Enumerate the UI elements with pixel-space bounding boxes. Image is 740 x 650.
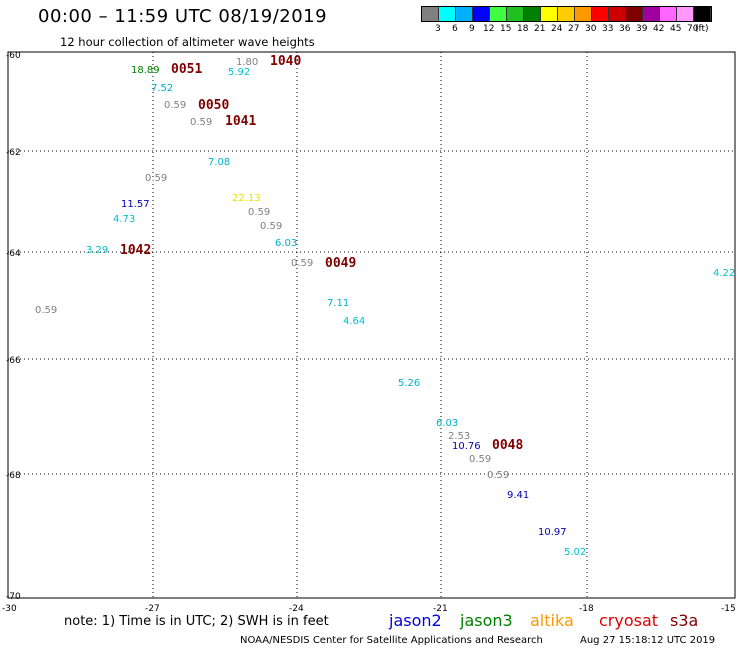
legend-swatch	[422, 7, 439, 21]
legend-swatch	[575, 7, 592, 21]
legend-swatch	[473, 7, 490, 21]
longitude-label: -30	[2, 604, 17, 614]
wave-height-value: 5.92	[228, 67, 250, 78]
wave-height-value: 4.64	[343, 316, 365, 327]
observation-time-label: 0049	[325, 256, 356, 271]
legend-label: 18	[517, 24, 529, 34]
legend-swatch	[541, 7, 558, 21]
latitude-label: -66	[6, 356, 21, 366]
wave-height-value: 7.11	[327, 298, 349, 309]
wave-height-value: 0.59	[145, 173, 167, 184]
wave-height-value: 5.26	[398, 378, 420, 389]
satellite-s3a: s3a	[670, 611, 699, 630]
legend-label: 12	[483, 24, 495, 34]
observation-time-label: 1042	[120, 243, 151, 258]
observation-time-label: 0048	[492, 438, 523, 453]
legend-swatch	[677, 7, 694, 21]
wave-height-value: 0.59	[190, 117, 212, 128]
observation-time-label: 0051	[171, 62, 202, 77]
credit-line: NOAA/NESDIS Center for Satellite Applica…	[240, 635, 543, 646]
wave-height-value: 5.02	[564, 547, 586, 558]
observation-time-label: 1040	[270, 54, 301, 69]
legend-swatch	[626, 7, 643, 21]
legend-label: 33	[602, 24, 614, 34]
color-legend	[421, 6, 712, 22]
wave-height-value: 4.22	[713, 268, 735, 279]
wave-height-value: 18.89	[131, 65, 160, 76]
wave-height-value: 6.03	[436, 418, 458, 429]
legend-swatch	[660, 7, 677, 21]
legend-label: 6	[452, 24, 458, 34]
wave-height-value: 22.13	[232, 193, 261, 204]
legend-label: 39	[636, 24, 648, 34]
legend-swatch	[507, 7, 524, 21]
wave-height-value: 0.59	[487, 470, 509, 481]
legend-label: (ft)	[695, 24, 709, 34]
wave-height-value: 0.59	[248, 207, 270, 218]
legend-label: 9	[469, 24, 475, 34]
wave-height-value: 0.59	[260, 221, 282, 232]
wave-height-value: 0.59	[469, 454, 491, 465]
wave-height-value: 7.52	[151, 83, 173, 94]
wave-height-value: 0.59	[164, 100, 186, 111]
legend-swatch	[524, 7, 541, 21]
longitude-label: -27	[145, 604, 160, 614]
legend-label: 21	[534, 24, 546, 34]
legend-swatch	[456, 7, 473, 21]
wave-height-value: 3.29	[86, 245, 108, 256]
satellite-altika: altika	[530, 611, 574, 630]
legend-label: 70	[687, 24, 699, 34]
legend-label: 24	[551, 24, 563, 34]
page-subtitle: 12 hour collection of altimeter wave hei…	[60, 35, 315, 49]
wave-height-value: 10.97	[538, 527, 567, 538]
wave-height-value: 0.59	[35, 305, 57, 316]
longitude-label: -21	[433, 604, 448, 614]
legend-label: 36	[619, 24, 631, 34]
legend-swatch	[490, 7, 507, 21]
legend-swatch	[592, 7, 609, 21]
legend-swatch	[558, 7, 575, 21]
legend-swatch	[694, 7, 711, 21]
latitude-label: -62	[6, 148, 21, 158]
wave-height-value: 9.41	[507, 490, 529, 501]
latitude-label: -64	[6, 249, 21, 259]
map-frame	[7, 51, 736, 599]
wave-height-value: 10.76	[452, 441, 481, 452]
legend-label: 3	[435, 24, 441, 34]
wave-height-value: 11.57	[121, 199, 150, 210]
longitude-label: -18	[579, 604, 594, 614]
wave-height-value: 0.59	[291, 258, 313, 269]
satellite-jason3: jason3	[460, 611, 513, 630]
observation-time-label: 0050	[198, 98, 229, 113]
latitude-label: -68	[6, 471, 21, 481]
longitude-label: -24	[289, 604, 304, 614]
wave-height-value: 6.03	[275, 238, 297, 249]
legend-swatch	[439, 7, 456, 21]
legend-label: 27	[568, 24, 580, 34]
wave-height-value: 1.80	[236, 57, 258, 68]
wave-height-value: 7.08	[208, 157, 230, 168]
legend-swatch	[609, 7, 626, 21]
latitude-label: -70	[6, 592, 21, 602]
page-title: 00:00 – 11:59 UTC 08/19/2019	[38, 6, 328, 27]
longitude-label: -15	[721, 604, 736, 614]
observation-time-label: 1041	[225, 114, 256, 129]
legend-swatch	[643, 7, 660, 21]
legend-label: 15	[500, 24, 512, 34]
generated-timestamp: Aug 27 15:18:12 UTC 2019	[580, 635, 716, 646]
satellite-jason2: jason2	[389, 611, 442, 630]
legend-label: 45	[670, 24, 682, 34]
legend-label: 42	[653, 24, 665, 34]
latitude-label: -60	[6, 51, 21, 61]
wave-height-value: 2.53	[448, 431, 470, 442]
wave-height-value: 4.73	[113, 214, 135, 225]
legend-label: 30	[585, 24, 597, 34]
satellite-cryosat: cryosat	[599, 611, 659, 630]
footer-note: note: 1) Time is in UTC; 2) SWH is in fe…	[64, 614, 329, 629]
